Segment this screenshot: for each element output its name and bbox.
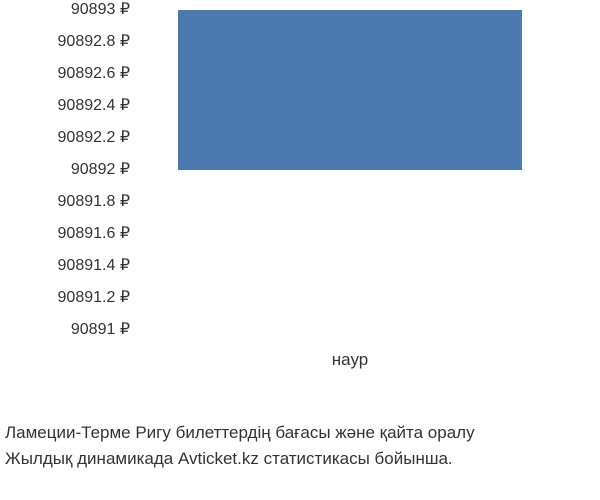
x-axis-label: наур: [332, 350, 368, 370]
y-axis-label: 90891.8 ₽: [0, 194, 130, 210]
y-axis-label: 90892.8 ₽: [0, 34, 130, 50]
y-axis-label: 90891.6 ₽: [0, 226, 130, 242]
y-axis-label: 90891.2 ₽: [0, 290, 130, 306]
chart-caption: Ламеции-Терме Ригу билеттердің бағасы жә…: [0, 420, 600, 471]
chart-container: 90893 ₽ 90892.8 ₽ 90892.6 ₽ 90892.4 ₽ 90…: [0, 0, 600, 400]
caption-line-1: Ламеции-Терме Ригу билеттердің бағасы жә…: [5, 420, 600, 446]
y-axis-label: 90891 ₽: [0, 322, 130, 338]
y-axis-label: 90892.2 ₽: [0, 130, 130, 146]
caption-line-2: Жылдық динамикада Avticket.kz статистика…: [5, 446, 600, 472]
plot-area: наур: [140, 10, 560, 330]
bar: [178, 10, 522, 170]
y-axis-label: 90892.4 ₽: [0, 98, 130, 114]
y-axis-label: 90893 ₽: [0, 2, 130, 18]
y-axis-label: 90892 ₽: [0, 162, 130, 178]
y-axis-label: 90891.4 ₽: [0, 258, 130, 274]
y-axis-label: 90892.6 ₽: [0, 66, 130, 82]
